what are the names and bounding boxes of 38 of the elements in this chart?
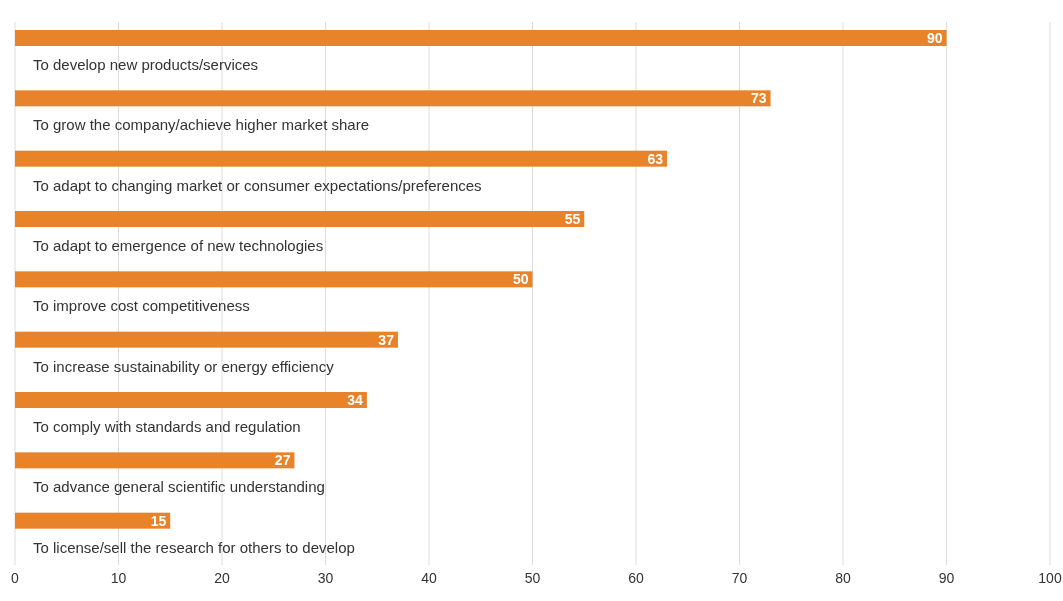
y-tick-label: To grow the company/achieve higher market share bbox=[33, 116, 370, 134]
bar bbox=[15, 331, 398, 348]
y-tick-label: To improve cost competitiveness bbox=[33, 297, 250, 315]
x-tick-label: 100 bbox=[1038, 569, 1062, 586]
y-tick-label: To adapt to emergence of new technologies bbox=[33, 237, 324, 254]
data-label: 63 bbox=[647, 150, 664, 167]
bar bbox=[15, 271, 533, 288]
x-tick-label: 0 bbox=[11, 569, 20, 586]
bar bbox=[15, 90, 771, 107]
data-label: 34 bbox=[347, 392, 364, 408]
data-label: 15 bbox=[150, 512, 167, 529]
x-tick-label: 40 bbox=[421, 569, 437, 586]
data-label: 27 bbox=[274, 452, 291, 469]
bar bbox=[15, 211, 585, 227]
y-tick-label: To comply with standards and regulation bbox=[33, 418, 301, 435]
y-tick-label: To adapt to changing market or consumer expectations/preferences bbox=[33, 176, 482, 194]
x-tick-label: 30 bbox=[317, 569, 334, 586]
bar bbox=[15, 30, 947, 46]
x-tick-label: 70 bbox=[731, 569, 748, 586]
bar bbox=[15, 392, 367, 408]
bar bbox=[15, 512, 171, 529]
bar bbox=[15, 452, 295, 469]
x-tick-label: 10 bbox=[110, 569, 127, 586]
x-tick-label: 80 bbox=[835, 569, 851, 586]
data-label: 55 bbox=[564, 211, 581, 227]
y-tick-label: To develop new products/services bbox=[33, 56, 259, 73]
y-tick-label: To license/sell the research for others to develop bbox=[33, 538, 355, 556]
data-label: 50 bbox=[512, 271, 529, 288]
x-tick-label: 20 bbox=[214, 569, 230, 586]
x-tick-label: 50 bbox=[524, 569, 541, 586]
data-label: 73 bbox=[750, 90, 767, 107]
y-tick-label: To increase sustainability or energy efficiency bbox=[33, 357, 335, 375]
data-label: 37 bbox=[378, 331, 395, 348]
x-tick-label: 90 bbox=[938, 569, 955, 586]
x-tick-label: 60 bbox=[628, 569, 644, 586]
y-tick-label: To advance general scientific understanding bbox=[33, 478, 325, 496]
bar bbox=[15, 150, 668, 167]
data-label: 90 bbox=[926, 30, 943, 46]
